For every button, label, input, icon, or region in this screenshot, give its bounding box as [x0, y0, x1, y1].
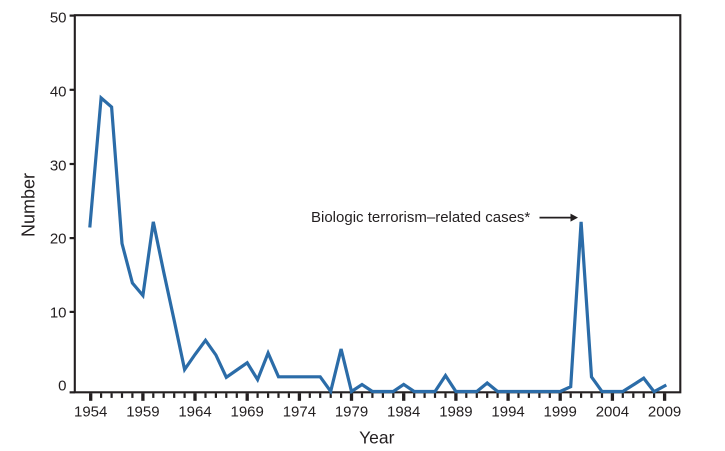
svg-text:1994: 1994: [491, 404, 524, 421]
svg-text:1954: 1954: [74, 404, 107, 421]
svg-text:Biologic terrorism–related cas: Biologic terrorism–related cases*: [311, 209, 530, 226]
svg-text:2004: 2004: [596, 404, 629, 421]
svg-text:1974: 1974: [283, 404, 316, 421]
svg-text:2009: 2009: [648, 404, 681, 421]
svg-text:30: 30: [50, 158, 67, 175]
svg-text:50: 50: [50, 10, 67, 27]
svg-text:1969: 1969: [231, 404, 264, 421]
svg-text:1999: 1999: [544, 404, 577, 421]
svg-text:1964: 1964: [178, 404, 211, 421]
svg-text:0: 0: [58, 378, 66, 395]
svg-text:10: 10: [50, 305, 67, 322]
svg-text:1979: 1979: [335, 404, 368, 421]
svg-text:Year: Year: [359, 427, 395, 447]
svg-text:40: 40: [50, 84, 67, 101]
svg-text:1959: 1959: [126, 404, 159, 421]
svg-text:1984: 1984: [387, 404, 420, 421]
svg-text:20: 20: [50, 231, 67, 248]
svg-text:1989: 1989: [439, 404, 472, 421]
svg-text:Number: Number: [18, 173, 38, 237]
